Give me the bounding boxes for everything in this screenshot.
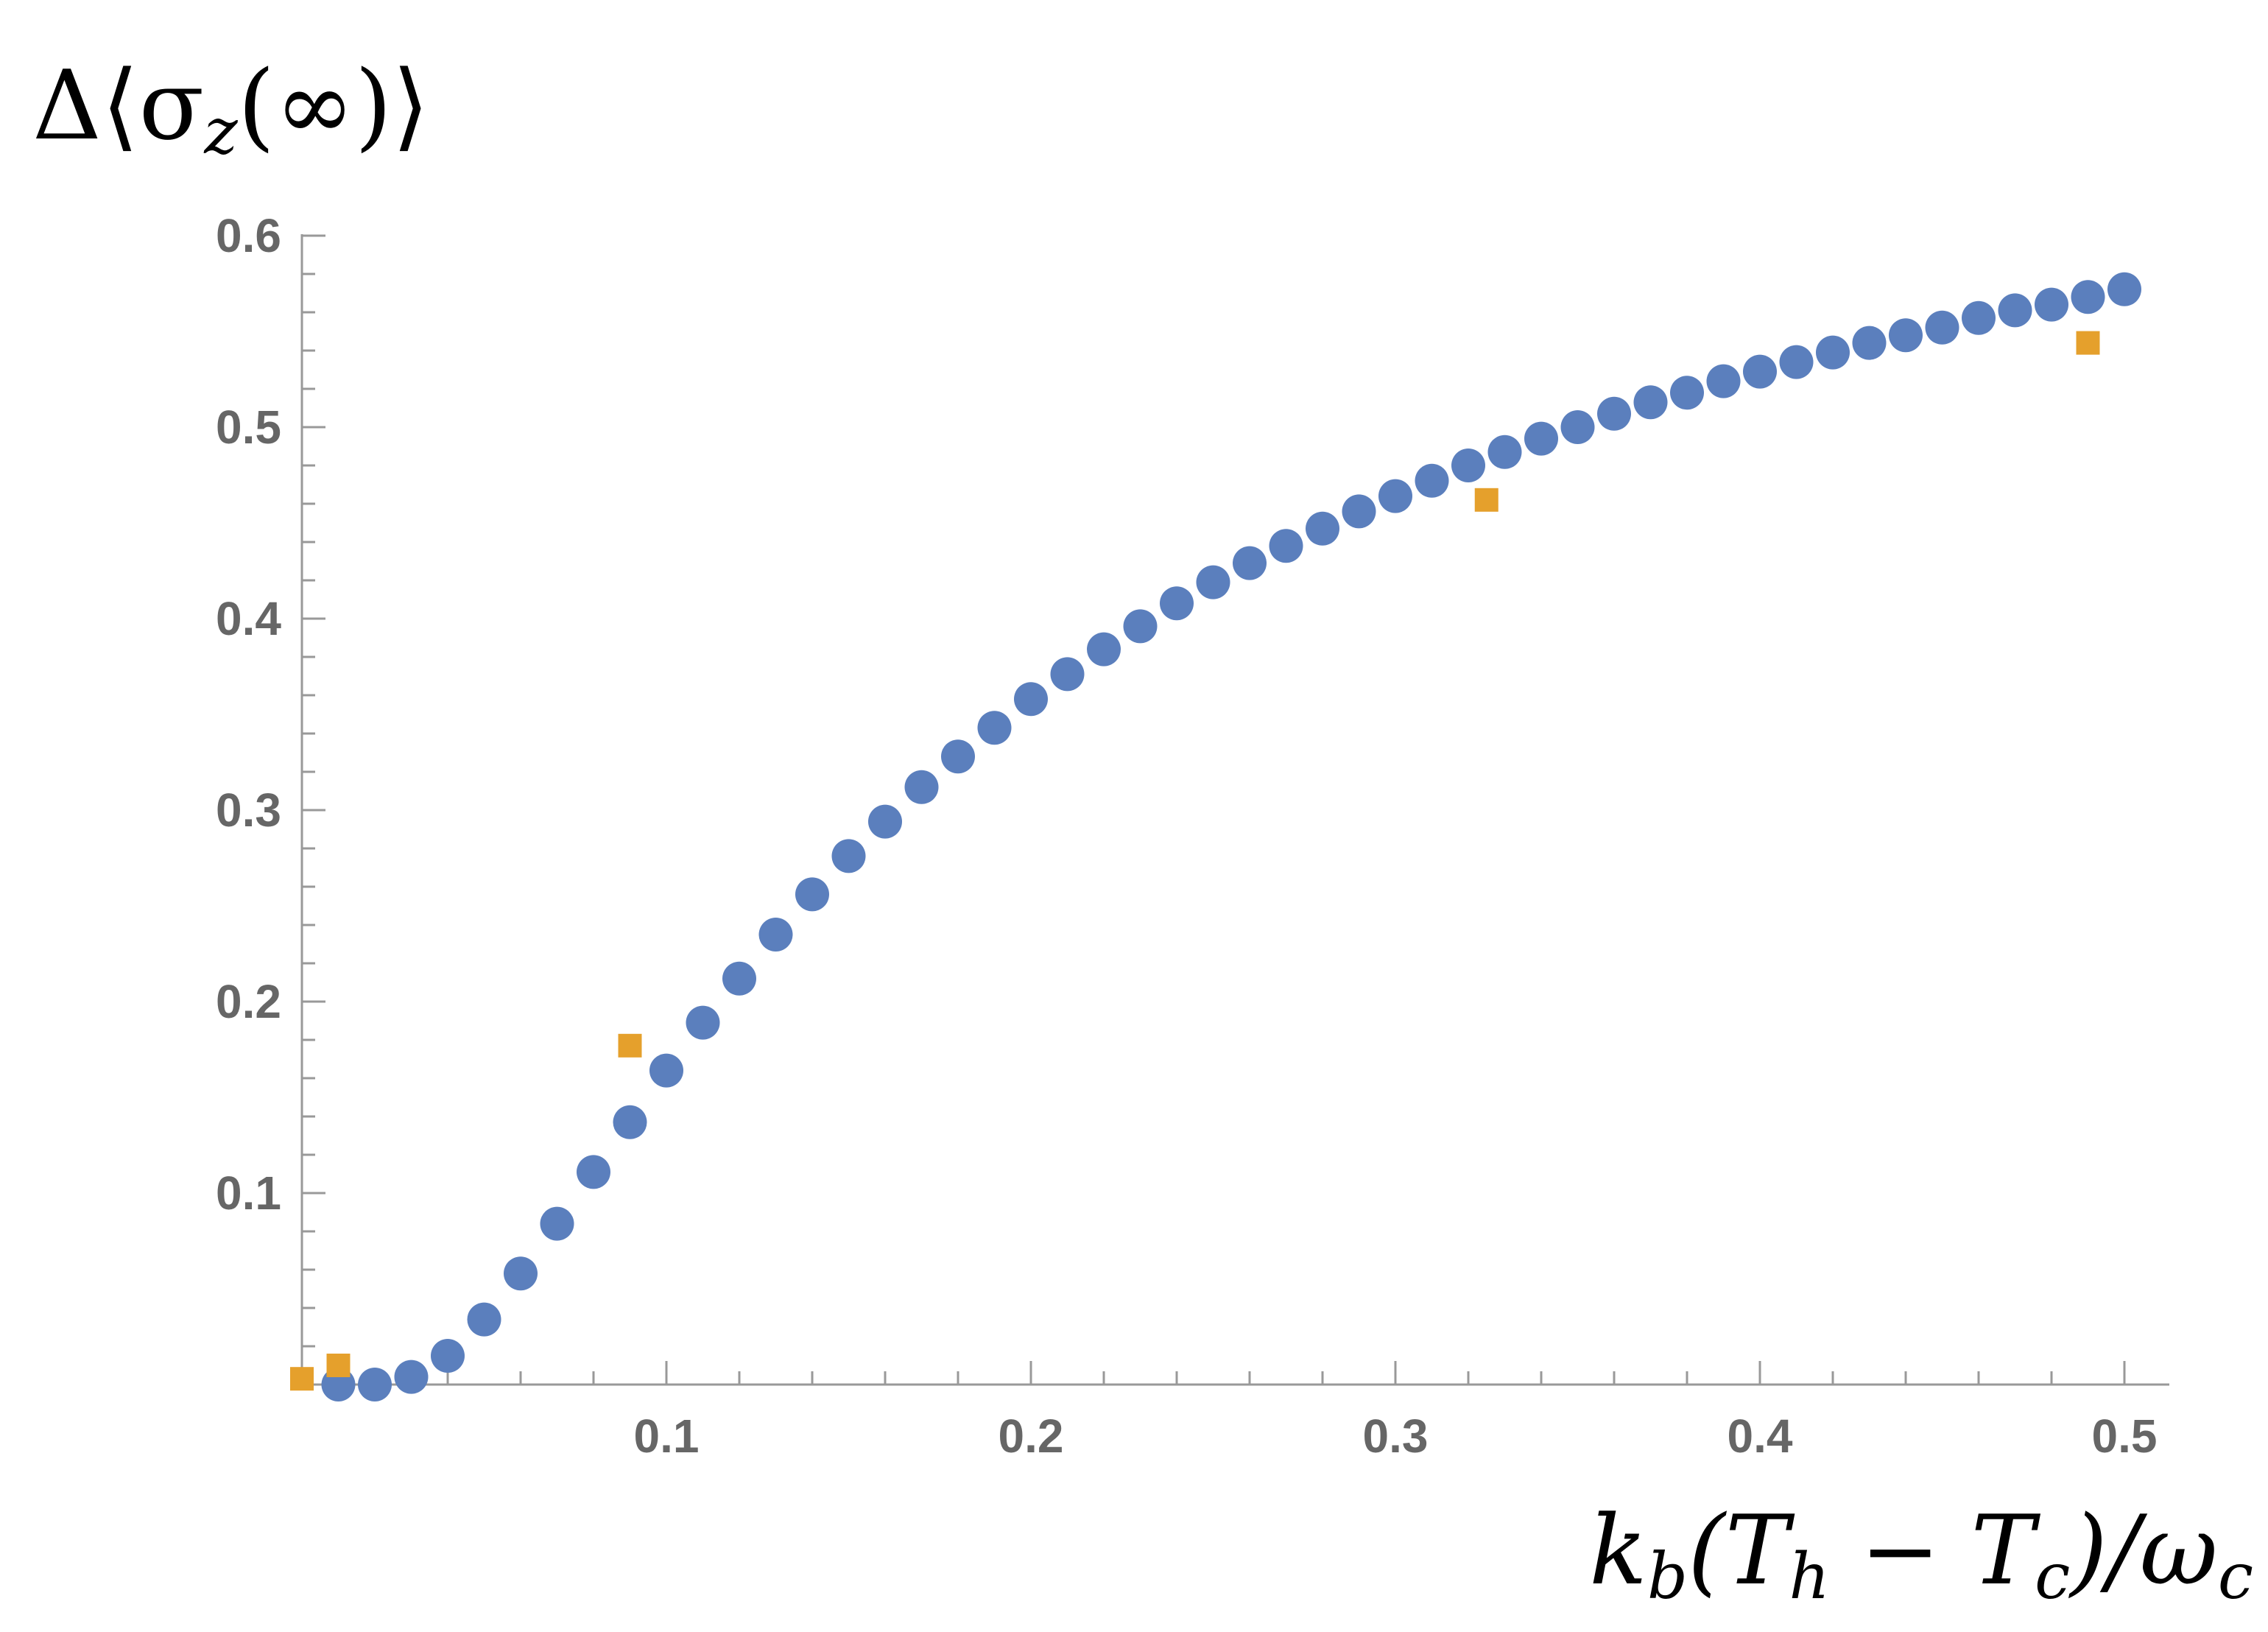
data-point <box>722 961 756 996</box>
data-point <box>2071 280 2105 314</box>
data-point <box>1378 479 1412 513</box>
data-point <box>1743 354 1777 389</box>
data-point <box>1633 385 1668 420</box>
data-point <box>1050 657 1085 692</box>
x-tick-label: 0.1 <box>634 1410 700 1463</box>
data-point <box>649 1053 683 1088</box>
data-point <box>1487 435 1522 469</box>
data-series <box>290 272 2141 1401</box>
data-point <box>1306 511 1339 546</box>
data-point <box>1889 318 1923 353</box>
data-point <box>2035 287 2068 322</box>
data-point <box>1852 326 1887 360</box>
x-axis-title: kb(Th − Tc)/ωc <box>1589 1494 2253 1614</box>
y-tick-label: 0.6 <box>216 209 281 262</box>
data-point <box>1269 529 1303 563</box>
y-tick-label: 0.2 <box>216 975 281 1028</box>
series-squares <box>290 331 2100 1391</box>
data-point <box>868 804 902 839</box>
data-point <box>2107 272 2141 306</box>
y-axis-title: Δ⟨σz(∞)⟩ <box>32 49 429 169</box>
data-point <box>1196 565 1230 599</box>
tick-marks <box>302 234 2126 1385</box>
data-point-square <box>326 1354 351 1377</box>
data-point <box>1962 300 1996 335</box>
data-point <box>1998 293 2032 328</box>
data-point <box>1925 310 1959 345</box>
axes <box>300 234 2169 1386</box>
data-point <box>1670 376 1704 410</box>
data-point <box>1560 410 1595 444</box>
data-point <box>1160 586 1194 621</box>
data-point <box>540 1206 574 1241</box>
data-point <box>613 1105 647 1139</box>
data-point <box>431 1339 465 1373</box>
y-tick-label: 0.3 <box>216 784 281 837</box>
x-tick-label: 0.3 <box>1363 1410 1429 1463</box>
y-axis-title-sub: z <box>203 95 238 169</box>
data-point <box>358 1368 392 1401</box>
y-tick-label: 0.5 <box>216 401 281 454</box>
x-tick-label: 0.4 <box>1728 1410 1793 1463</box>
data-point <box>1123 609 1158 644</box>
x-axis-title-sub-h: h <box>1789 1540 1829 1614</box>
data-point-square <box>290 1367 314 1391</box>
data-point <box>977 711 1012 745</box>
data-point <box>1087 632 1121 666</box>
data-point <box>1816 335 1850 370</box>
series-circles <box>321 272 2141 1401</box>
data-point <box>1342 494 1376 529</box>
data-point <box>1597 396 1631 431</box>
tick-labels: 0.1 0.2 0.3 0.4 0.5 0.1 0.2 0.3 0.4 0.5 0.6 <box>216 209 2157 1463</box>
data-point <box>941 739 975 774</box>
x-tick-label: 0.5 <box>2092 1410 2158 1463</box>
x-axis-title-th: (T <box>1688 1494 1795 1606</box>
data-point <box>577 1155 610 1189</box>
data-point <box>904 770 939 804</box>
x-axis-title-tc: − T <box>1830 1494 2041 1606</box>
data-point-square <box>1474 488 1498 512</box>
y-tick-label: 0.1 <box>216 1167 281 1220</box>
data-point <box>831 839 866 873</box>
x-axis-title-sub-b: b <box>1647 1540 1688 1614</box>
data-point <box>1524 421 1558 456</box>
data-point <box>1415 463 1449 498</box>
x-axis-title-omega: )/ω <box>2068 1494 2218 1606</box>
y-tick-label: 0.4 <box>216 592 281 645</box>
data-point <box>1014 682 1048 717</box>
data-point <box>1233 546 1267 580</box>
data-point <box>1706 364 1741 398</box>
x-axis-title-sub-c1: c <box>2035 1540 2070 1614</box>
y-axis-title-tail: (∞)⟩ <box>238 49 429 161</box>
data-point-square <box>2076 331 2100 355</box>
data-point <box>1451 449 1485 482</box>
data-point <box>394 1360 429 1394</box>
data-point <box>795 877 829 912</box>
data-point <box>758 918 793 952</box>
data-point <box>1779 345 1814 379</box>
data-point <box>467 1302 501 1337</box>
x-axis-title-sub-c2: c <box>2218 1540 2253 1614</box>
data-point <box>686 1005 720 1040</box>
y-axis-title-main: Δ⟨σ <box>32 49 204 161</box>
x-axis-title-k: k <box>1589 1494 1647 1606</box>
data-point <box>504 1256 538 1291</box>
x-tick-label: 0.2 <box>999 1410 1064 1463</box>
data-point-square <box>618 1033 642 1058</box>
